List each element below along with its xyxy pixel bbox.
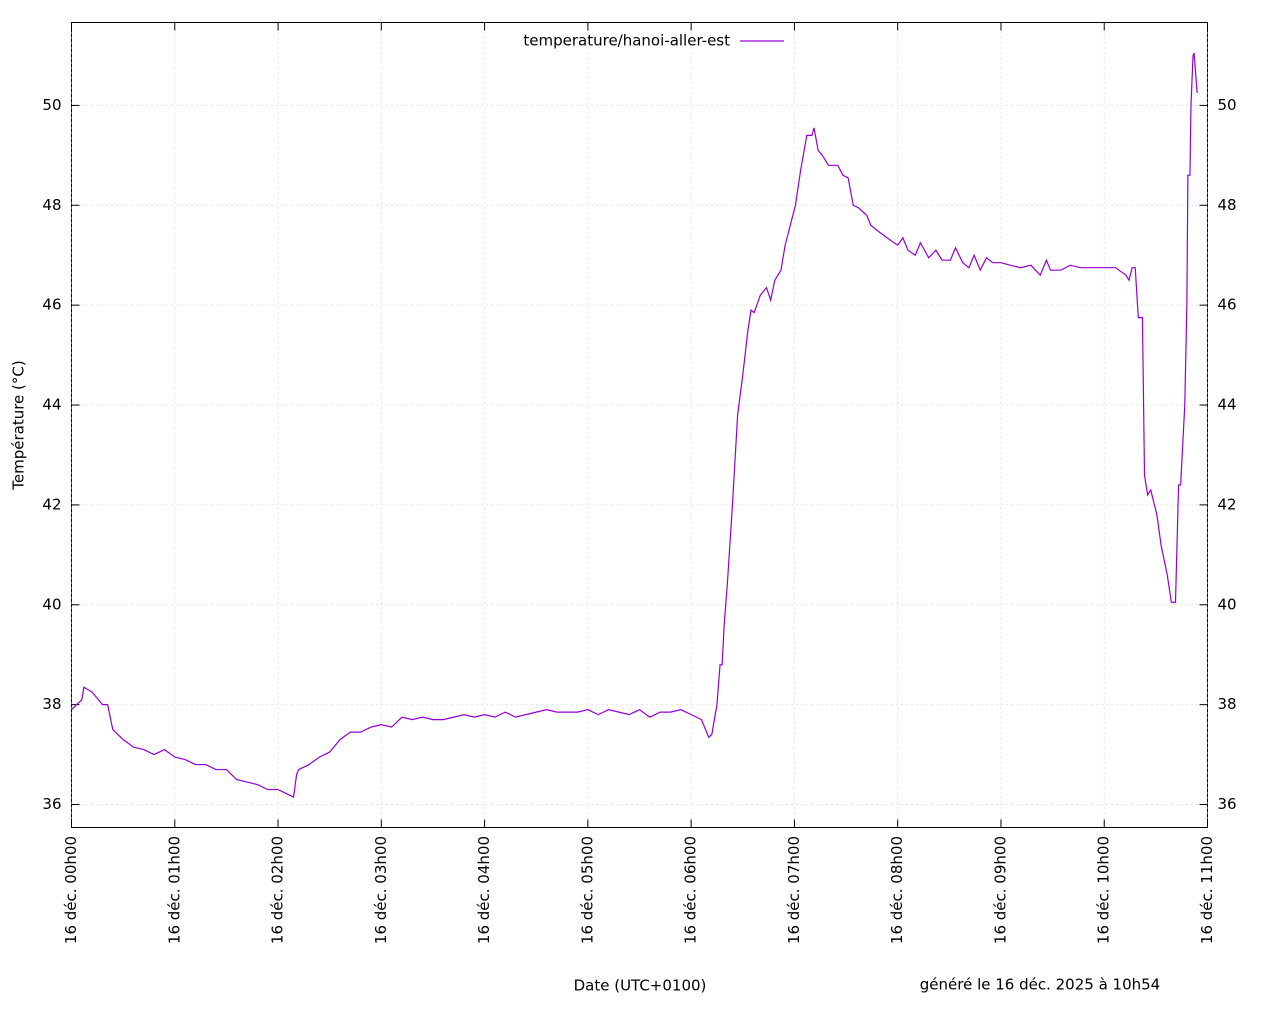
x-tick-label: 16 déc. 02h00	[269, 836, 287, 944]
y2-tick-label: 42	[1218, 495, 1237, 513]
y2-tick-label: 44	[1218, 396, 1237, 414]
y-tick-label: 42	[42, 495, 61, 513]
x-axis-label: Date (UTC+0100)	[574, 977, 707, 995]
x-tick-label: 16 déc. 03h00	[372, 836, 390, 944]
plot-frame	[71, 22, 1208, 828]
y2-tick-label: 48	[1218, 196, 1237, 214]
y2-tick-label: 38	[1218, 695, 1237, 713]
data-line	[71, 52, 1198, 798]
y-tick-label: 46	[42, 296, 61, 314]
x-tick-label: 16 déc. 04h00	[475, 836, 493, 944]
x-tick-label: 16 déc. 11h00	[1198, 836, 1216, 944]
x-tick-label: 16 déc. 06h00	[682, 836, 700, 944]
y-tick-label: 50	[42, 96, 61, 114]
x-tick-label: 16 déc. 07h00	[785, 836, 803, 944]
y2-tick-label: 40	[1218, 595, 1237, 613]
x-tick-label: 16 déc. 05h00	[578, 836, 596, 944]
x-tick-label: 16 déc. 09h00	[991, 836, 1009, 944]
legend-label: temperature/hanoi-aller-est	[523, 32, 730, 50]
y2-tick-label: 46	[1218, 296, 1237, 314]
x-tick-label: 16 déc. 00h00	[62, 836, 80, 944]
x-tick-label: 16 déc. 10h00	[1095, 836, 1113, 944]
x-tick-label: 16 déc. 08h00	[888, 836, 906, 944]
x-tick-label: 16 déc. 01h00	[165, 836, 183, 944]
y-tick-label: 36	[42, 795, 61, 813]
y-axis-label: Température (°C)	[10, 360, 28, 490]
y-tick-label: 44	[42, 396, 61, 414]
y-tick-label: 40	[42, 595, 61, 613]
y-tick-label: 38	[42, 695, 61, 713]
footer: généré le 16 déc. 2025 à 10h54	[920, 976, 1160, 994]
y2-tick-label: 36	[1218, 795, 1237, 813]
y-tick-label: 48	[42, 196, 61, 214]
y2-tick-label: 50	[1218, 96, 1237, 114]
